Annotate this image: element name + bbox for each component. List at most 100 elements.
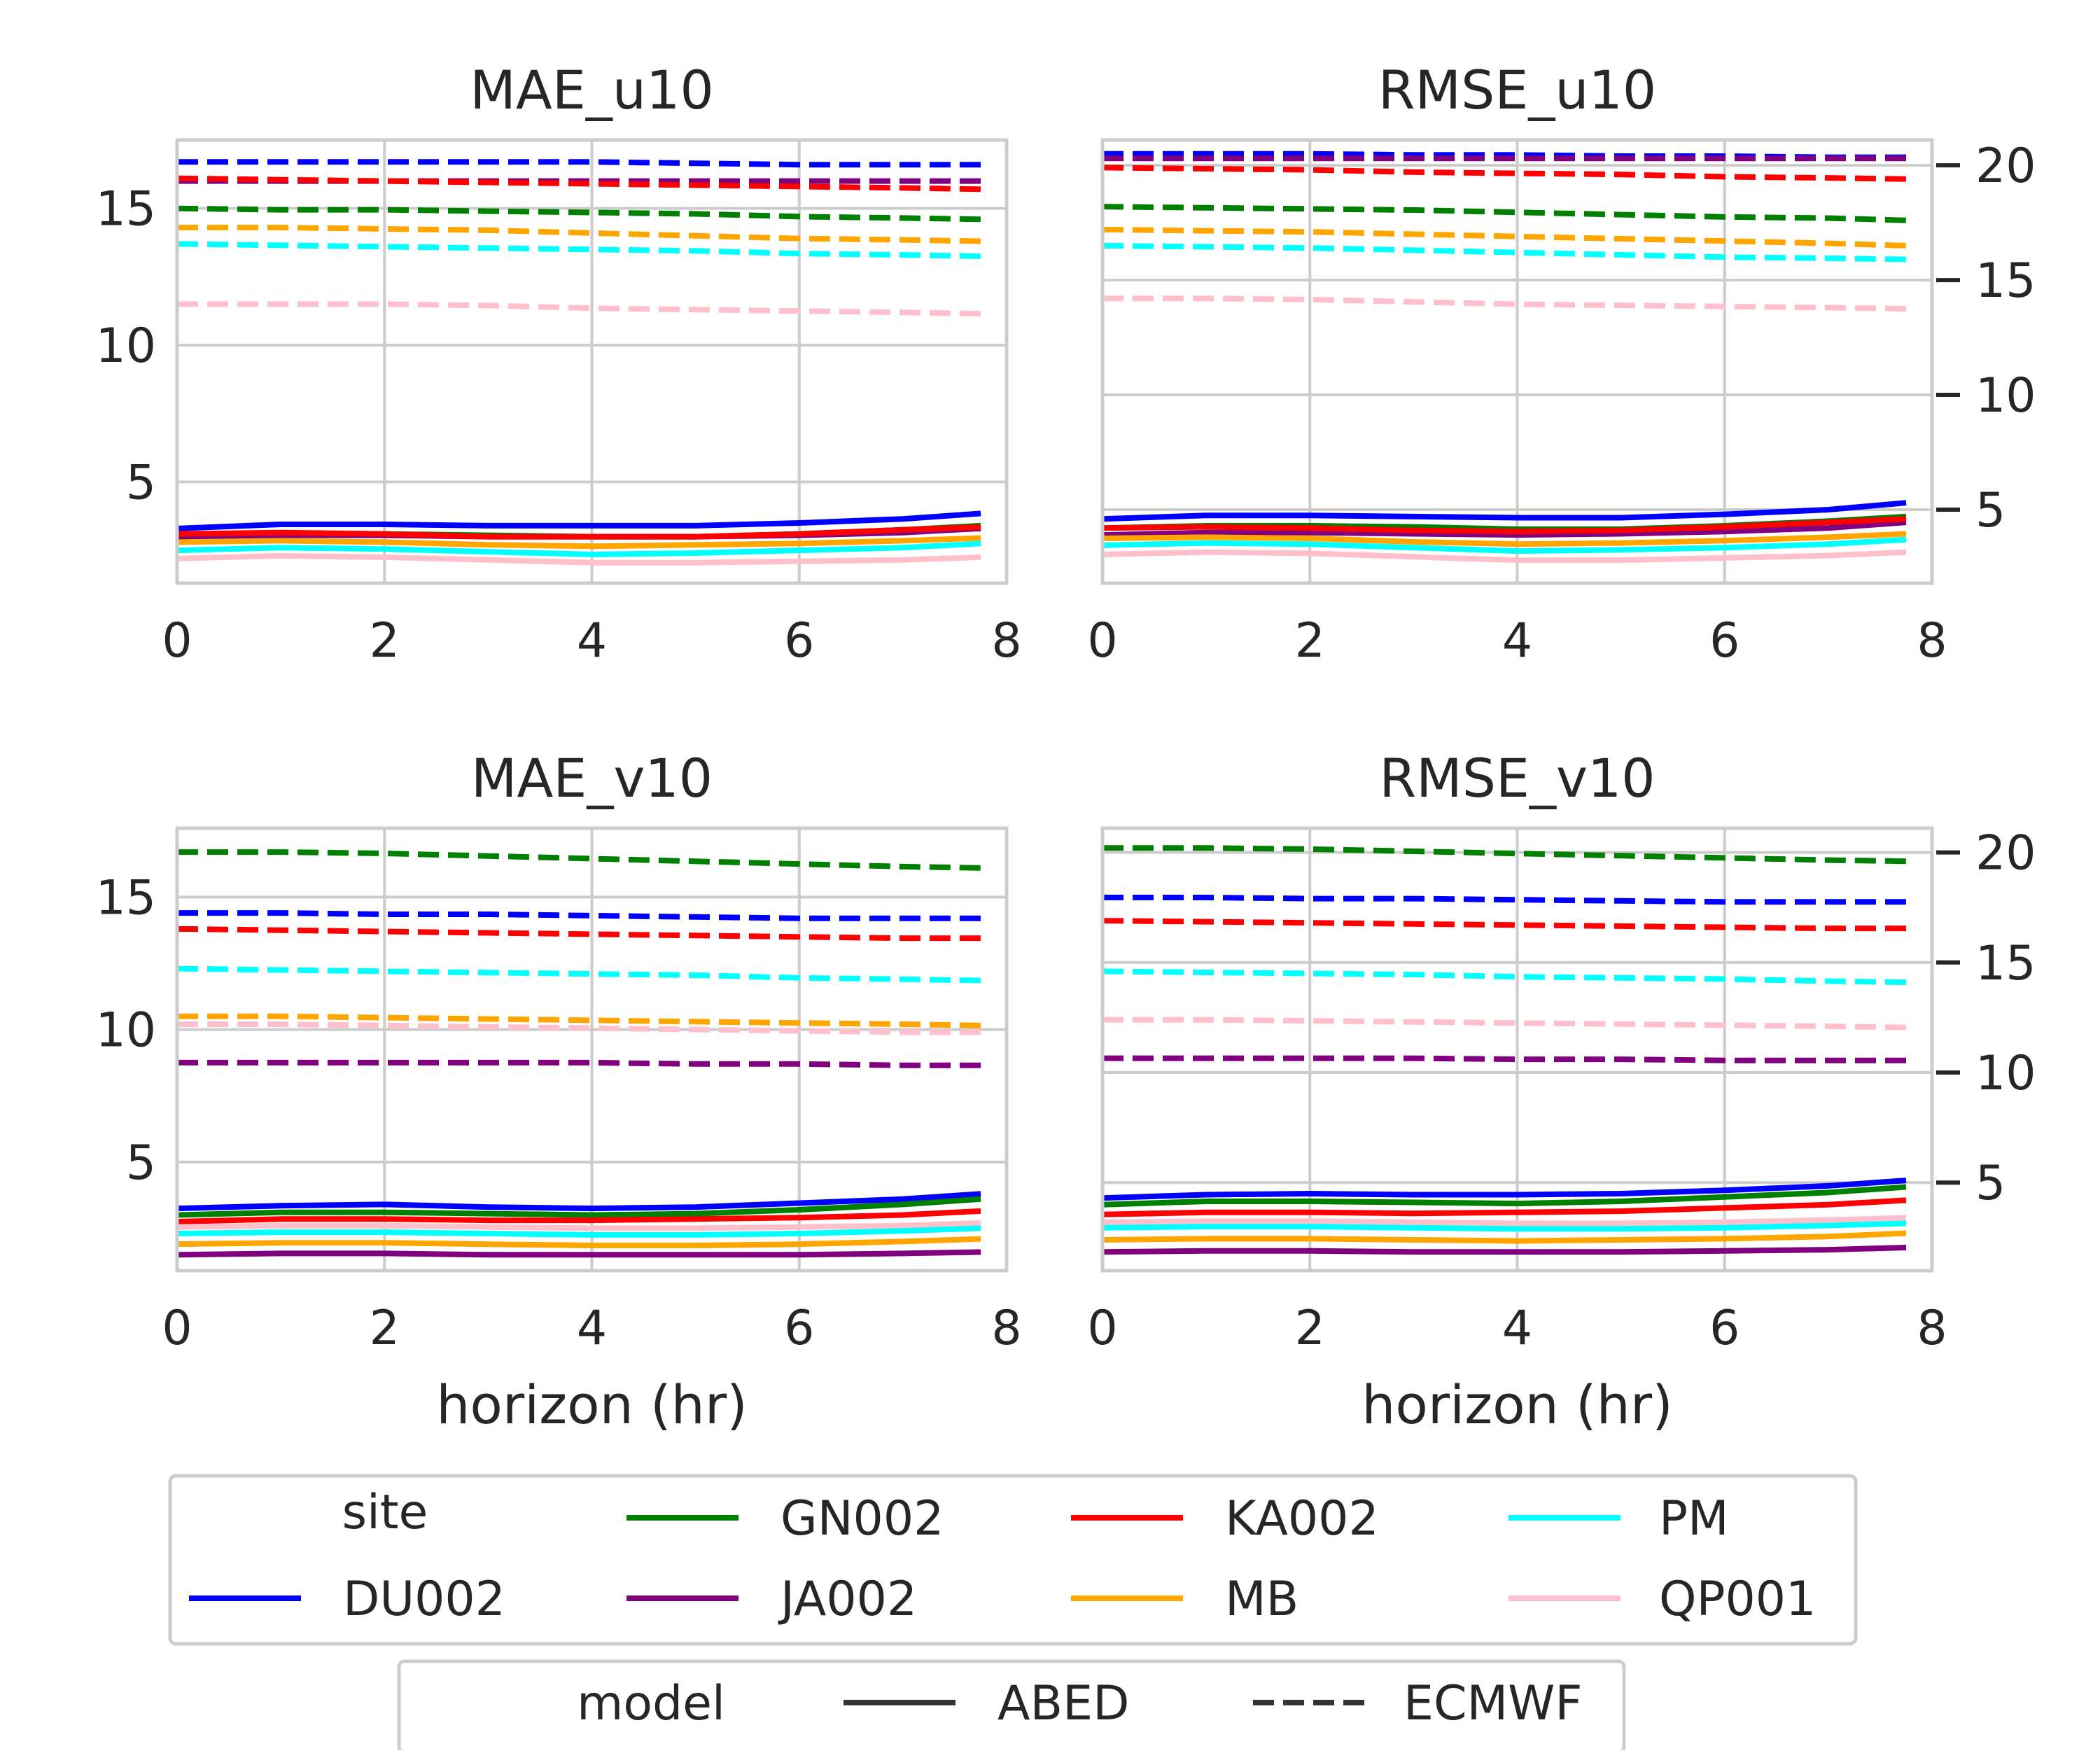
series-line-qp001-ecmwf [177, 301, 981, 317]
site-legend: site DU002 GN002 JA002 KA002 MB PM QP001 [168, 1474, 1858, 1646]
panel-title: RMSE_v10 [1379, 747, 1655, 809]
series-line-ja002-abed [1102, 1245, 1907, 1255]
series-line-ka002-ecmwf [1102, 165, 1907, 182]
series-group [1102, 845, 1907, 1255]
x-axis-label: horizon (hr) [1362, 1374, 1672, 1436]
series-line-mb-abed [1102, 1230, 1907, 1244]
series-line-pm-ecmwf [1102, 968, 1907, 986]
site-legend-title: site [342, 1485, 428, 1540]
series-line-ja002-abed [177, 1249, 981, 1258]
series-line-du002-abed [1102, 1178, 1907, 1201]
legend-entry-ecmwf: ECMWF [1253, 1676, 1582, 1731]
series-line-gn002-abed [1102, 1184, 1907, 1208]
legend-entry-qp001: QP001 [1508, 1572, 1816, 1627]
series-line-pm-abed [1102, 1220, 1907, 1232]
series-line-ka002-ecmwf [177, 175, 981, 193]
series-line-pm-ecmwf [177, 241, 981, 260]
panel-title: RMSE_u10 [1378, 59, 1657, 121]
x-tick-label: 2 [1295, 613, 1325, 669]
series-line-pm-abed [177, 1225, 981, 1238]
legend-entry-pm: PM [1508, 1491, 1729, 1546]
series-line-mb-abed [1102, 531, 1907, 547]
y-tick-label: 15 [1975, 253, 2036, 309]
series-line-mb-abed [177, 1236, 981, 1248]
series-line-mb-ecmwf [1102, 226, 1907, 249]
series-line-ka002-ecmwf [177, 926, 981, 942]
series-line-ja002-ecmwf [177, 1059, 981, 1068]
series-line-ka002-abed [1102, 516, 1907, 535]
series-line-du002-abed [1102, 500, 1907, 522]
legend-entry-ja002: JA002 [626, 1572, 917, 1627]
series-line-qp001-abed [1102, 1215, 1907, 1227]
panel-title: MAE_u10 [470, 59, 713, 121]
panel-rmse-u10: 0 2 4 6 8 5 10 15 20 RMSE_u10 [1087, 59, 2036, 669]
plot-frame [175, 138, 1009, 585]
series-group [177, 849, 981, 1258]
series-line-du002-ecmwf [1102, 151, 1906, 160]
y-tick-label: 5 [1975, 483, 2005, 538]
x-tick-label: 6 [784, 613, 814, 669]
legend-label: DU002 [343, 1572, 505, 1627]
x-axis-label: horizon (hr) [436, 1374, 747, 1436]
series-line-ka002-abed [1102, 1197, 1907, 1217]
x-tick-label: 4 [1502, 613, 1532, 669]
model-legend-title: model [577, 1676, 725, 1731]
legend-entry-ka002: KA002 [1071, 1491, 1379, 1546]
legend-entry-gn002: GN002 [626, 1491, 944, 1546]
series-line-pm-abed [1102, 536, 1907, 554]
x-tick-label: 8 [1917, 613, 1947, 669]
series-line-du002-abed [177, 510, 981, 531]
series-line-ka002-abed [177, 1208, 981, 1224]
series-line-ja002-ecmwf [1102, 1055, 1906, 1063]
legend-entry-du002: DU002 [189, 1572, 505, 1627]
x-tick-label: 2 [370, 613, 400, 669]
x-tick-label: 2 [370, 1301, 400, 1356]
series-line-mb-ecmwf [177, 1013, 981, 1028]
x-tick-label: 0 [1087, 613, 1117, 669]
panel-mae-u10: 0 2 4 6 8 5 10 15 MAE_u10 [95, 59, 1021, 669]
legend-label: ECMWF [1404, 1676, 1582, 1731]
x-tick-label: 6 [1709, 613, 1740, 669]
series-line-ka002-ecmwf [1102, 918, 1906, 932]
legend-label: PM [1659, 1491, 1729, 1546]
y-tick-label: 10 [1975, 368, 2036, 424]
series-line-mb-abed [177, 535, 981, 550]
y-tick-label: 15 [1975, 936, 2036, 991]
plot-frame [1100, 138, 1934, 585]
y-tick-label: 5 [126, 455, 156, 510]
series-line-qp001-ecmwf [177, 1021, 981, 1035]
series-line-gn002-ecmwf [177, 849, 981, 871]
y-tick-label: 10 [95, 319, 156, 374]
legend-label: GN002 [780, 1491, 944, 1546]
series-group [177, 159, 981, 566]
series-line-du002-ecmwf [1102, 895, 1906, 905]
series-line-gn002-abed [177, 1196, 981, 1218]
y-tick-label: 20 [1975, 826, 2036, 881]
series-group [1102, 151, 1907, 564]
series-line-du002-ecmwf [177, 910, 981, 921]
legend-label: JA002 [778, 1572, 917, 1627]
series-line-pm-ecmwf [177, 965, 981, 984]
x-tick-label: 6 [1709, 1301, 1740, 1356]
series-line-du002-ecmwf [177, 159, 981, 168]
series-line-ka002-abed [177, 524, 981, 540]
site-legend-frame [168, 1474, 1858, 1646]
x-tick-label: 4 [577, 1301, 607, 1356]
series-line-pm-abed [177, 540, 981, 557]
y-tick-label: 15 [95, 870, 156, 926]
x-tick-label: 4 [1502, 1301, 1532, 1356]
x-tick-label: 8 [1917, 1301, 1947, 1356]
x-tick-label: 0 [1087, 1301, 1117, 1356]
series-line-ja002-abed [1102, 519, 1907, 538]
legend-entry-abed: ABED [844, 1676, 1130, 1731]
x-tick-label: 8 [991, 613, 1021, 669]
series-line-gn002-ecmwf [1102, 204, 1907, 223]
x-tick-label: 2 [1295, 1301, 1325, 1356]
y-tick-label: 10 [95, 1003, 156, 1059]
x-tick-label: 4 [577, 613, 607, 669]
series-line-qp001-ecmwf [1102, 295, 1907, 312]
series-line-gn002-ecmwf [1102, 845, 1907, 865]
panel-title: MAE_v10 [471, 747, 713, 809]
x-tick-label: 6 [784, 1301, 814, 1356]
